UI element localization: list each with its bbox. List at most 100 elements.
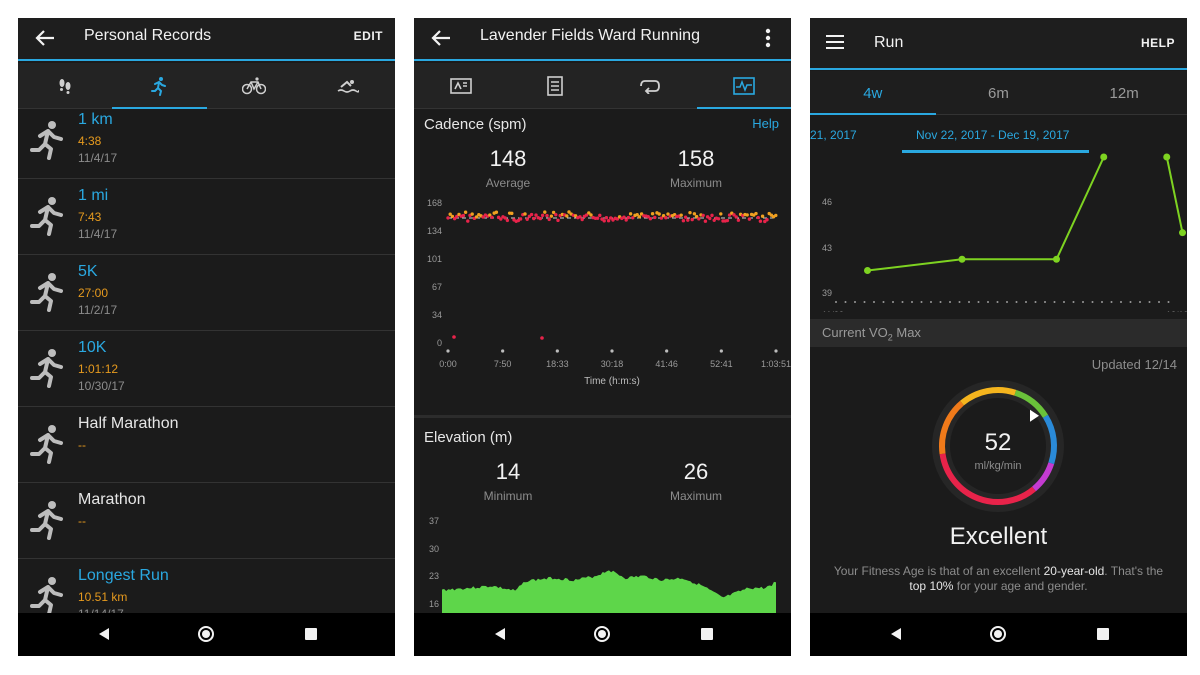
nav-home-button[interactable] bbox=[196, 624, 216, 644]
fitness-text-3: for your age and gender. bbox=[953, 579, 1088, 593]
circle-home-icon bbox=[594, 626, 610, 642]
baseline-dot bbox=[1044, 301, 1046, 303]
cadence-point bbox=[598, 213, 602, 218]
cadence-point bbox=[587, 211, 591, 215]
baseline-dot bbox=[958, 301, 961, 303]
cadence-point bbox=[461, 213, 466, 218]
notes-icon bbox=[547, 76, 564, 96]
cadence-chart[interactable]: 168 134 101 67 34 0 0:00 7:50 18:33 30:18 41:46 52:… bbox=[414, 196, 791, 394]
cadence-point bbox=[694, 214, 699, 219]
cadence-help-link[interactable]: Help bbox=[752, 116, 779, 131]
gauge-arc-orange bbox=[939, 400, 965, 455]
x-tick-dot bbox=[774, 349, 778, 353]
hamburger-menu-icon[interactable] bbox=[826, 35, 844, 49]
back-arrow-icon[interactable] bbox=[430, 27, 452, 49]
vo2-strip-subscript: 2 bbox=[887, 332, 893, 343]
nav-home-button[interactable] bbox=[988, 624, 1008, 644]
cadence-point bbox=[532, 216, 536, 221]
cadence-point bbox=[534, 213, 538, 217]
nav-recents-button[interactable] bbox=[1093, 624, 1113, 644]
nav-back-button[interactable] bbox=[94, 624, 114, 644]
record-date: 11/2/17 bbox=[78, 303, 118, 317]
cadence-point bbox=[727, 213, 732, 217]
updated-date: Updated 12/14 bbox=[1091, 357, 1177, 372]
charts-icon bbox=[733, 77, 755, 95]
cadence-point bbox=[664, 215, 668, 220]
vo2-point bbox=[958, 255, 966, 263]
x-tick-dot bbox=[501, 349, 505, 353]
vo2-point bbox=[1100, 153, 1108, 161]
back-arrow-icon[interactable] bbox=[34, 27, 56, 49]
nav-back-button[interactable] bbox=[886, 624, 906, 644]
nav-recents-button[interactable] bbox=[301, 624, 321, 644]
cadence-point bbox=[688, 210, 692, 215]
tab-12m[interactable]: 12m bbox=[1109, 84, 1139, 102]
cadence-point bbox=[703, 219, 708, 223]
baseline-dot bbox=[1091, 301, 1094, 303]
x-tick-dot bbox=[665, 349, 669, 353]
cadence-point bbox=[549, 214, 554, 218]
record-row[interactable]: 1 mi 7:43 11/4/17 bbox=[18, 179, 395, 255]
baseline-dot bbox=[987, 301, 989, 303]
x-tick-label: 30:18 bbox=[601, 359, 624, 369]
baseline-dot bbox=[939, 301, 942, 303]
nav-home-button[interactable] bbox=[592, 624, 612, 644]
cadence-point bbox=[565, 214, 569, 218]
cadence-point bbox=[525, 217, 529, 222]
cadence-point bbox=[624, 218, 628, 222]
cadence-point bbox=[481, 215, 485, 219]
record-row[interactable]: Half Marathon -- bbox=[18, 407, 395, 483]
overflow-menu-icon[interactable] bbox=[765, 28, 771, 48]
vo2max-screen: Run HELP 4w 6m 12m 21, 2017 Nov 22, 2017… bbox=[810, 18, 1187, 656]
baseline-dot bbox=[1015, 301, 1018, 303]
record-value: 7:43 bbox=[78, 210, 102, 224]
y-tick-label: 39 bbox=[822, 288, 832, 298]
record-row[interactable]: 1 km 4:38 11/4/17 bbox=[18, 103, 395, 179]
x-end-label: 12/19 bbox=[1166, 310, 1187, 312]
nav-recents-button[interactable] bbox=[697, 624, 717, 644]
tab-laps[interactable] bbox=[603, 63, 697, 109]
gauge-arc-yellow bbox=[960, 387, 1017, 406]
baseline-dot bbox=[1072, 301, 1075, 303]
x-tick-label: 52:41 bbox=[710, 359, 733, 369]
record-row[interactable]: Marathon -- bbox=[18, 483, 395, 559]
cadence-point bbox=[543, 210, 547, 214]
cadence-point bbox=[646, 214, 650, 219]
nav-back-button[interactable] bbox=[490, 624, 510, 644]
cadence-point bbox=[602, 219, 606, 223]
tab-swimming[interactable] bbox=[301, 63, 395, 109]
cadence-point bbox=[681, 219, 686, 223]
tab-charts[interactable] bbox=[696, 63, 791, 109]
tab-6m[interactable]: 6m bbox=[988, 84, 1009, 102]
cycling-icon bbox=[241, 77, 266, 95]
previous-range-label[interactable]: 21, 2017 bbox=[810, 128, 857, 142]
cadence-point bbox=[650, 212, 655, 216]
cadence-maximum-label: Maximum bbox=[669, 176, 722, 190]
record-row[interactable]: 10K 1:01:12 10/30/17 bbox=[18, 331, 395, 407]
cadence-point bbox=[666, 212, 670, 216]
elevation-chart[interactable]: 37 30 23 16 bbox=[414, 508, 791, 613]
edit-button[interactable]: EDIT bbox=[353, 29, 383, 43]
cadence-point bbox=[692, 212, 697, 216]
runner-icon bbox=[30, 121, 63, 160]
help-button[interactable]: HELP bbox=[1140, 36, 1175, 50]
tab-running[interactable] bbox=[112, 63, 207, 109]
cadence-point bbox=[628, 212, 633, 216]
cadence-point bbox=[567, 210, 571, 214]
baseline-dot bbox=[882, 301, 885, 303]
cadence-point bbox=[595, 216, 600, 220]
baseline-dot bbox=[1063, 301, 1065, 303]
tab-steps[interactable] bbox=[18, 63, 112, 109]
tab-4w[interactable]: 4w bbox=[810, 71, 936, 115]
tab-summary[interactable] bbox=[414, 63, 508, 109]
tab-notes[interactable] bbox=[508, 63, 602, 109]
baseline-dot bbox=[968, 301, 970, 303]
tab-cycling[interactable] bbox=[207, 63, 301, 109]
runner-icon bbox=[30, 501, 63, 540]
cadence-point bbox=[653, 215, 657, 220]
baseline-dot bbox=[1129, 301, 1132, 303]
record-row[interactable]: 5K 27:00 11/2/17 bbox=[18, 255, 395, 331]
vo2max-chart[interactable]: 46 43 39 11/22 12/19 bbox=[810, 152, 1187, 312]
x-tick-label: 7:50 bbox=[494, 359, 512, 369]
cadence-point bbox=[448, 212, 452, 216]
